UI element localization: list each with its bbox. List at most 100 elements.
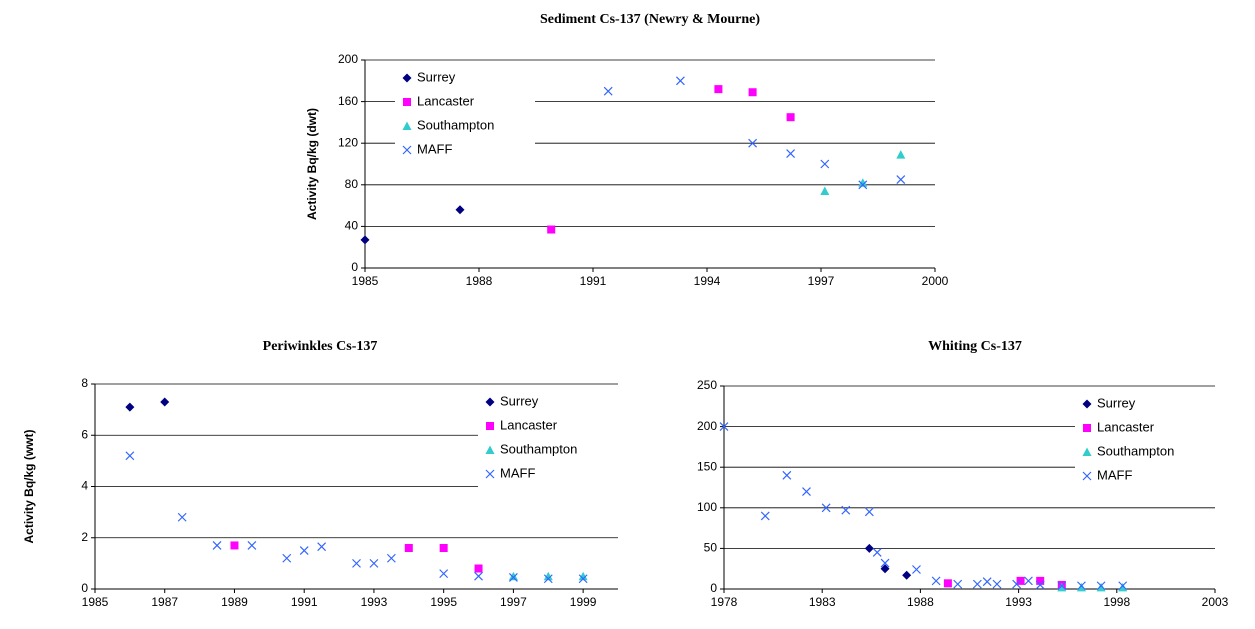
point [455, 205, 465, 215]
point [943, 579, 952, 588]
point [282, 553, 292, 563]
point [1096, 581, 1106, 591]
point [1077, 581, 1086, 591]
point [820, 159, 830, 169]
x-tick-label: 1993 [1005, 595, 1032, 609]
point [177, 512, 187, 522]
point [508, 571, 518, 581]
point [1057, 582, 1067, 592]
x-tick-label: 1985 [82, 595, 109, 609]
x-tick-label: 1997 [500, 595, 527, 609]
points [360, 76, 906, 245]
point [403, 98, 411, 106]
point [786, 113, 795, 122]
point [719, 422, 729, 432]
y-tick-label: 6 [81, 427, 88, 441]
point [1036, 576, 1045, 585]
point [1057, 581, 1067, 591]
y-tick-label: 160 [338, 94, 358, 108]
point [369, 558, 379, 568]
point [486, 422, 494, 430]
legend: Surrey Lancaster Southampton MAFF [1075, 390, 1215, 494]
point [820, 186, 830, 196]
point [760, 511, 770, 521]
point [858, 180, 868, 190]
y-tick-label: 100 [697, 500, 717, 514]
legend-box [1075, 390, 1215, 494]
point [1076, 582, 1086, 592]
y-tick-label: 0 [351, 260, 358, 274]
point [1035, 580, 1045, 590]
point [992, 579, 1002, 589]
point [508, 573, 518, 582]
points [125, 397, 588, 584]
y-tick-label: 150 [697, 459, 717, 473]
x-tick-label: 1978 [711, 595, 738, 609]
x-tick-label: 1999 [570, 595, 597, 609]
x-tick-label: 1998 [1103, 595, 1130, 609]
point [902, 570, 912, 580]
x-tick-label: 1985 [352, 274, 379, 288]
chart-title: Periwinkles Cs-137 [263, 339, 378, 354]
y-tick-label: 8 [81, 376, 88, 390]
x-tick-label: 1995 [430, 595, 457, 609]
point [782, 470, 792, 480]
point [317, 542, 327, 552]
point [896, 175, 906, 185]
y-tick-label: 80 [345, 177, 359, 191]
point [1083, 424, 1091, 432]
y-tick-label: 200 [338, 52, 358, 66]
point [230, 541, 239, 550]
y-tick-label: 250 [697, 378, 717, 392]
legend-label: Surrey [500, 393, 539, 408]
point [439, 544, 448, 552]
point [402, 121, 412, 130]
point [212, 541, 222, 550]
x-tick-label: 1991 [291, 595, 318, 609]
legend-label: MAFF [1097, 467, 1132, 482]
point [1096, 582, 1106, 592]
point [880, 564, 890, 574]
x-tick-label: 1987 [151, 595, 178, 609]
point [474, 564, 483, 573]
point [864, 507, 874, 517]
point [543, 574, 553, 584]
x-tick-label: 1983 [809, 595, 836, 609]
point [247, 541, 257, 550]
y-axis-label: Activity Bq/kg (wwt) [22, 429, 36, 543]
y-tick-label: 200 [697, 419, 717, 433]
legend-label: Lancaster [1097, 419, 1155, 434]
point [160, 397, 170, 407]
y-tick-label: 2 [81, 530, 88, 544]
point [578, 571, 588, 581]
point [1012, 579, 1022, 589]
chart-title: Sediment Cs-137 (Newry & Mourne) [540, 12, 760, 27]
point [299, 546, 309, 555]
point [786, 149, 796, 159]
point [972, 579, 982, 589]
y-tick-label: 120 [338, 135, 358, 149]
point [404, 544, 413, 552]
point [714, 85, 723, 94]
point [386, 553, 396, 563]
point [578, 574, 588, 584]
y-axis-label: Activity Bq/kg (dwt) [305, 108, 319, 220]
x-tick-label: 1993 [361, 595, 388, 609]
legend-label: Lancaster [500, 417, 558, 432]
point [1118, 581, 1128, 591]
point [352, 558, 361, 568]
legend-label: Surrey [417, 69, 456, 84]
legend-label: Surrey [1097, 395, 1136, 410]
point [912, 565, 921, 574]
point [485, 397, 495, 407]
legend-label: MAFF [417, 141, 452, 156]
x-tick-label: 2003 [1202, 595, 1229, 609]
point [603, 86, 613, 96]
point [858, 178, 868, 187]
legend-label: Southampton [417, 117, 494, 132]
point [543, 571, 553, 581]
point [360, 235, 370, 245]
point [1023, 576, 1033, 586]
point [896, 150, 906, 159]
